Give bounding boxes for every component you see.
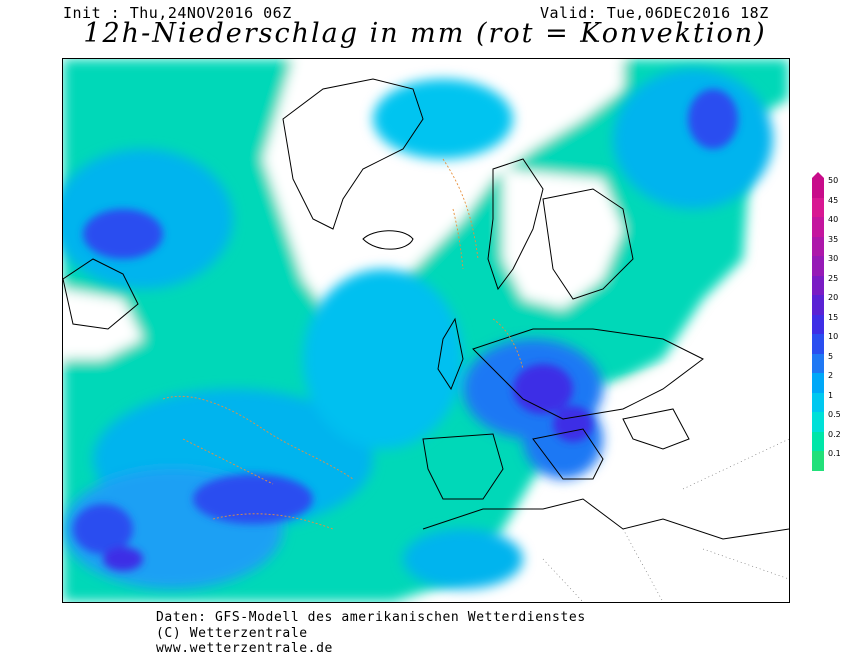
legend-swatch <box>812 256 824 276</box>
legend-label: 25 <box>828 273 839 283</box>
legend-cap <box>812 172 824 178</box>
map-title: 12h-Niederschlag in mm (rot = Konvektion… <box>83 18 767 49</box>
legend-label: 30 <box>828 254 839 263</box>
precipitation-map[interactable] <box>62 58 790 603</box>
legend-swatch <box>812 197 824 217</box>
legend-label: 40 <box>828 215 839 224</box>
legend-label: 50 <box>828 176 839 185</box>
legend-swatch <box>812 295 824 315</box>
footer-source: Daten: GFS-Modell des amerikanischen Wet… <box>156 610 586 625</box>
legend-swatch <box>812 217 824 237</box>
legend-label: 20 <box>828 293 839 302</box>
legend-swatch <box>812 334 824 354</box>
precip-field-heavy <box>73 89 738 571</box>
legend-label: 1 <box>828 390 834 400</box>
init-time: Init : Thu,24NOV2016 06Z <box>63 4 292 22</box>
legend-swatch <box>812 236 824 256</box>
graticule <box>542 438 789 602</box>
legend-swatch <box>812 451 824 471</box>
legend-label: 35 <box>828 234 839 244</box>
legend-label: 5 <box>828 351 834 361</box>
legend-label: 0.2 <box>828 429 841 439</box>
legend-swatch <box>812 178 824 198</box>
map-canvas <box>63 59 789 602</box>
footer-url: www.wetterzentrale.de <box>156 641 333 656</box>
convection-contours <box>162 158 524 530</box>
legend-label: 45 <box>828 195 839 205</box>
legend-label: 2 <box>828 371 834 380</box>
legend-swatch <box>812 353 824 373</box>
legend-swatch <box>812 275 824 295</box>
legend-label: 0.5 <box>828 410 841 419</box>
legend-swatch <box>812 392 824 412</box>
legend-swatch <box>812 373 824 393</box>
legend-label: 0.1 <box>828 449 841 458</box>
legend-label: 15 <box>828 312 839 322</box>
legend-swatch <box>812 412 824 432</box>
legend-swatch <box>812 431 824 451</box>
legend-label: 10 <box>828 332 839 341</box>
valid-time: Valid: Tue,06DEC2016 18Z <box>540 4 769 22</box>
coastlines <box>63 78 789 540</box>
legend-swatch <box>812 314 824 334</box>
footer-copyright: (C) Wetterzentrale <box>156 626 308 641</box>
